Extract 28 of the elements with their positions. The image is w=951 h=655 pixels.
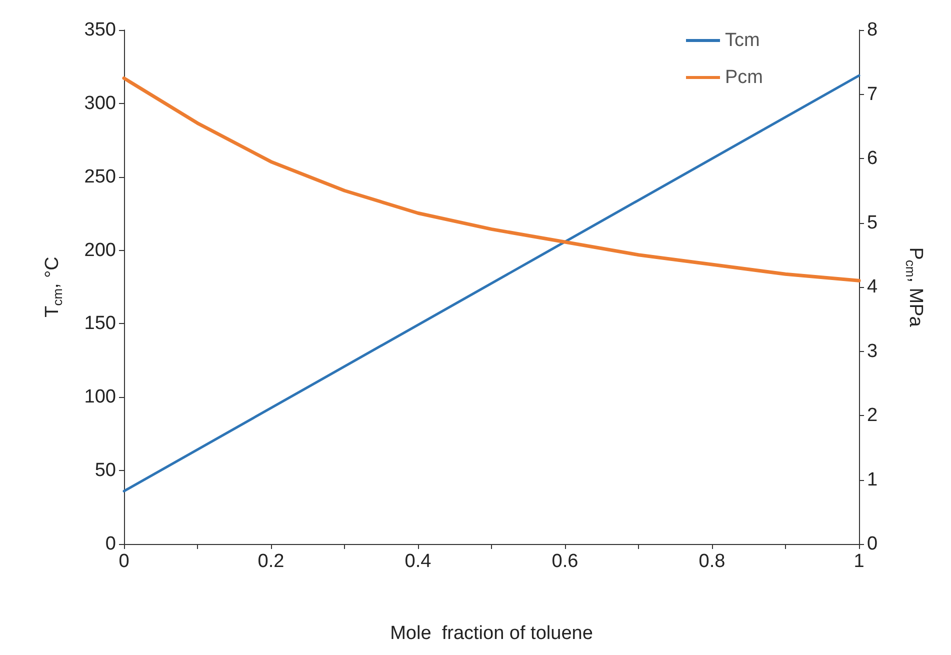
y-tick-label: 250 [84,166,116,188]
y2-tick-label: 7 [867,84,878,105]
y2-tick-label: 3 [867,340,878,362]
y2-tick-label: 5 [867,212,878,234]
y2-tick-label: 0 [867,534,878,554]
x-tick-label: 0.4 [404,551,432,572]
x-tick-label: 0.2 [258,551,284,572]
y-tick-label: 0 [105,534,116,554]
legend-label: Tcm [725,30,760,51]
y2-tick-label: 1 [867,469,878,490]
y-tick-label: 50 [94,460,116,482]
y2-tick-label: 6 [867,148,878,169]
x-axis-title: Mole fraction of toluene [390,623,593,644]
x-tick-label: 0.6 [552,551,578,572]
y2-axis-title: Pcm, MPa [903,247,926,328]
y-axis-title: Tcm, °C [42,256,65,318]
x-tick-label: 0 [118,551,130,572]
y2-tick-label: 2 [867,405,878,426]
x-tick-label: 1 [854,551,864,572]
legend-label: Pcm [725,67,763,88]
y-tick-label: 100 [84,386,116,408]
y-tick-label: 300 [84,92,116,114]
x-tick-label: 0.8 [698,551,726,572]
y2-tick-label: 8 [867,20,878,40]
y-tick-label: 200 [84,240,116,261]
y-tick-label: 150 [84,313,116,334]
y-tick-label: 350 [84,20,116,40]
y2-tick-label: 4 [867,276,878,298]
